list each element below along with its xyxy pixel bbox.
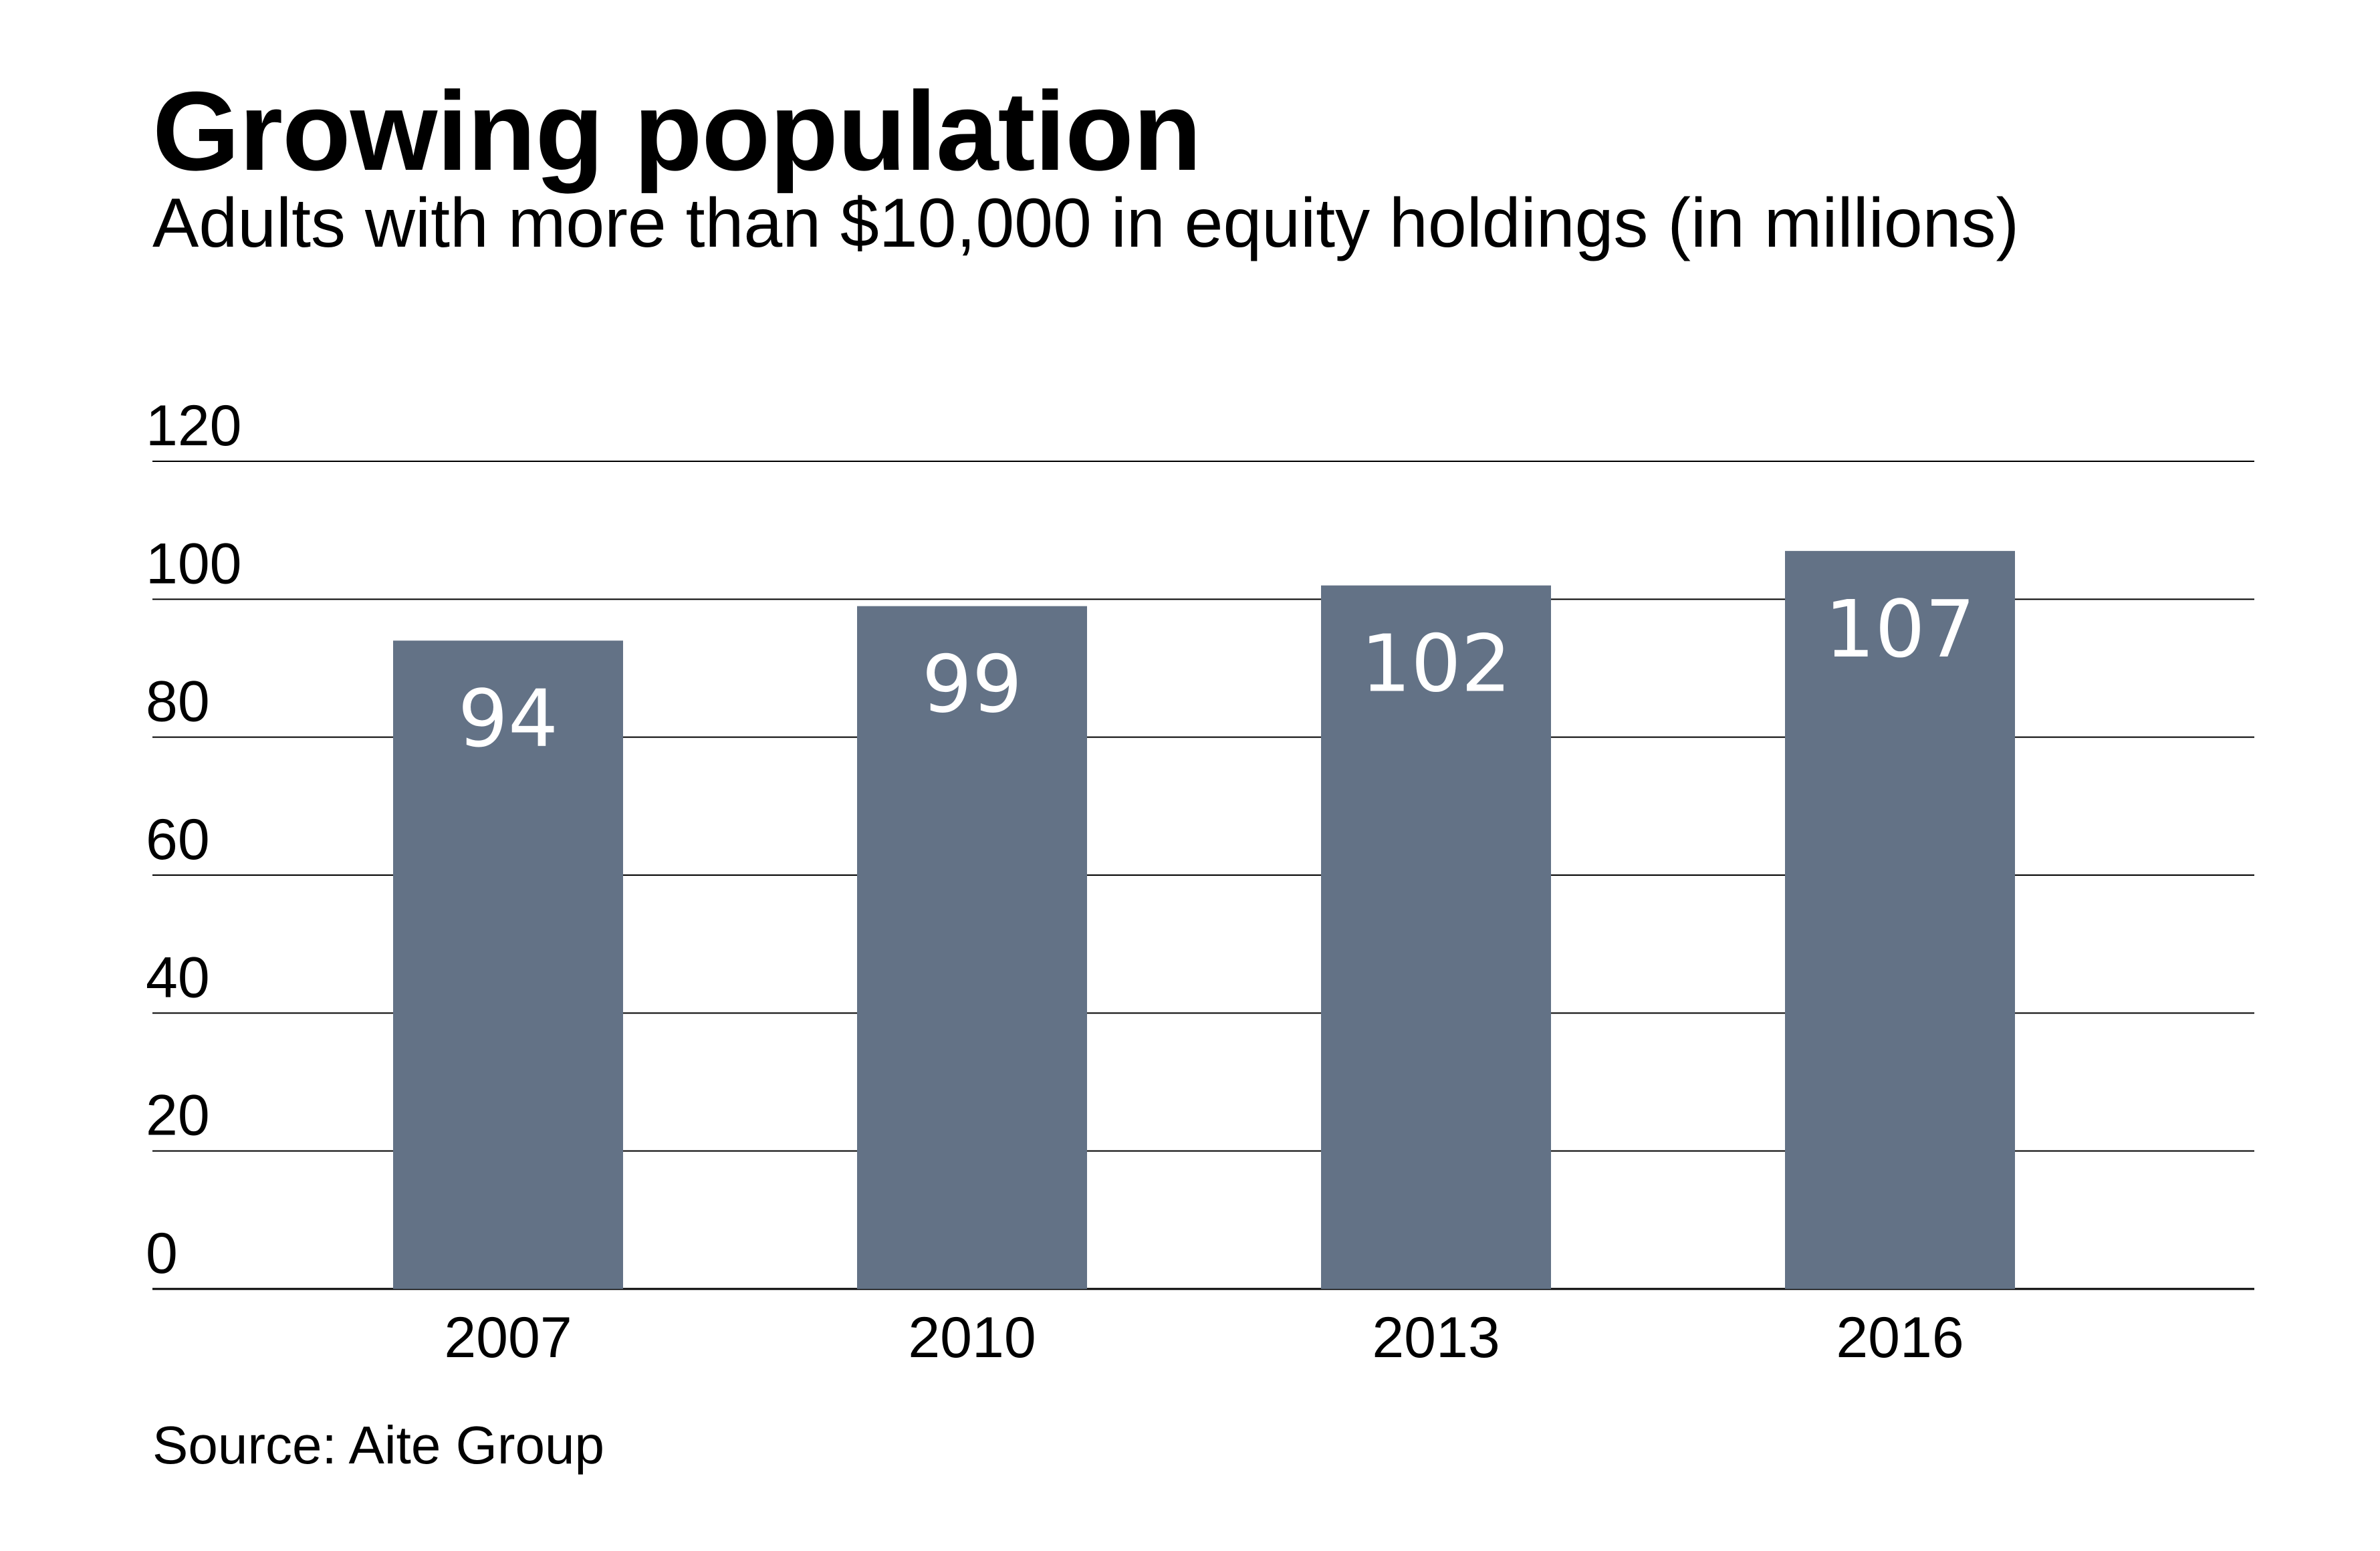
data-label: 102 [1360,618,1511,710]
x-tick-label: 2013 [1372,1306,1500,1370]
chart-subtitle: Adults with more than $10,000 in equity … [152,185,2020,262]
x-tick-label: 2016 [1836,1306,1964,1370]
data-label: 99 [922,638,1022,731]
y-tick-label: 40 [146,945,210,1009]
y-tick-label: 120 [146,394,242,458]
x-tick-label: 2010 [908,1306,1036,1370]
data-label: 94 [458,673,558,765]
bar-2007 [393,640,623,1289]
y-axis-ticks: 0 20 40 60 80 100 120 [146,394,242,1286]
chart-title: Growing population [152,68,1201,194]
data-labels: 94 99 102 107 [458,583,1976,765]
bar-2010 [857,606,1087,1289]
source-note: Source: Aite Group [152,1415,604,1475]
y-tick-label: 100 [146,531,242,596]
data-label: 107 [1824,583,1975,675]
y-tick-label: 80 [146,670,210,734]
x-axis-labels: 2007 2010 2013 2016 [444,1306,1964,1370]
bars [393,551,2015,1290]
bar-2013 [1321,585,1551,1290]
x-tick-label: 2007 [444,1306,572,1370]
y-tick-label: 60 [146,808,210,872]
y-tick-label: 0 [146,1221,178,1286]
y-tick-label: 20 [146,1084,210,1148]
bar-2016 [1785,551,2015,1289]
